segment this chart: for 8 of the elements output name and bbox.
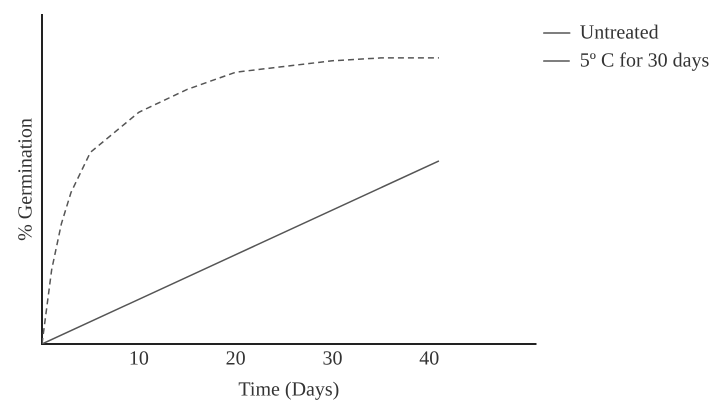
legend-label: 5º C for 30 days [580, 49, 710, 72]
x-tick-label: 20 [226, 347, 246, 370]
x-tick-label: 30 [322, 347, 342, 370]
x-axis-title: Time (Days) [238, 378, 340, 400]
x-tick-label: 40 [419, 347, 440, 370]
y-axis-title: % Germination [14, 118, 36, 241]
x-tick-label: 10 [128, 347, 149, 370]
legend-label: Untreated [580, 21, 659, 44]
